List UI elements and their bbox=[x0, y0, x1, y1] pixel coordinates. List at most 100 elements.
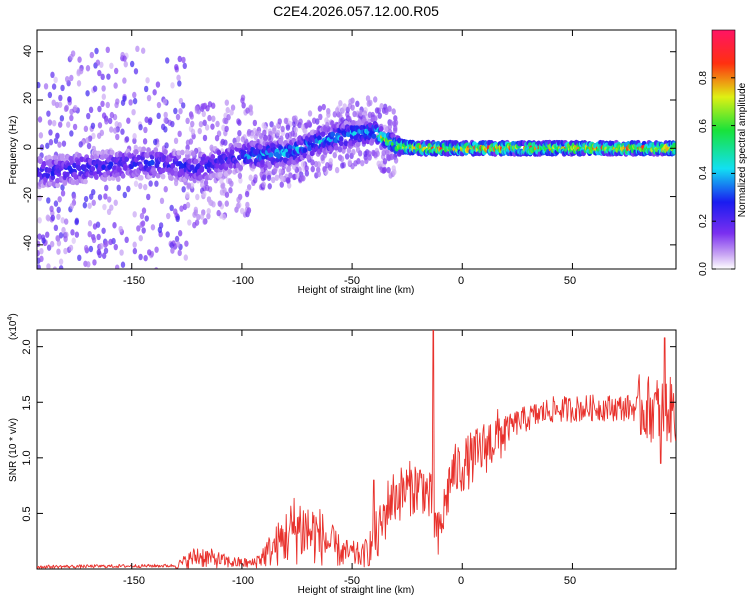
heatmap-cell bbox=[82, 202, 88, 209]
heatmap-cell bbox=[189, 113, 194, 120]
heatmap-cell bbox=[175, 215, 180, 223]
heatmap-cell bbox=[169, 204, 174, 212]
heatmap-cell bbox=[156, 101, 162, 109]
heatmap-cell bbox=[190, 151, 196, 157]
heatmap-cell bbox=[391, 108, 396, 115]
heatmap-cell bbox=[45, 231, 50, 238]
heatmap-cell bbox=[37, 167, 40, 173]
heatmap-cell bbox=[106, 170, 111, 176]
heatmap-cell bbox=[385, 153, 391, 161]
heatmap-cell bbox=[77, 165, 82, 172]
heatmap-cell bbox=[267, 183, 272, 190]
heatmap-cell bbox=[246, 130, 252, 137]
heatmap-cell bbox=[95, 273, 99, 279]
heatmap-cell bbox=[101, 164, 107, 171]
heatmap-cell bbox=[133, 149, 139, 155]
heatmap-cell bbox=[220, 138, 225, 146]
heatmap-cell bbox=[58, 94, 63, 102]
heatmap-cell bbox=[346, 147, 352, 154]
heatmap-cell bbox=[260, 159, 265, 165]
heatmap-cell bbox=[93, 174, 99, 180]
heatmap-cell bbox=[76, 69, 81, 77]
heatmap-cell bbox=[237, 119, 242, 126]
heatmap-cell bbox=[146, 193, 151, 201]
heatmap-cells bbox=[37, 45, 676, 279]
spectrogram-xtick-label: 50 bbox=[564, 275, 576, 287]
heatmap-cell bbox=[53, 200, 59, 207]
heatmap-cell bbox=[350, 104, 355, 111]
heatmap-cell bbox=[216, 209, 221, 217]
heatmap-cell bbox=[210, 154, 216, 160]
heatmap-cell bbox=[160, 123, 166, 131]
heatmap-cell bbox=[88, 245, 94, 253]
heatmap-cell bbox=[156, 112, 161, 120]
heatmap-cell bbox=[183, 254, 188, 261]
heatmap-cell bbox=[91, 236, 97, 244]
heatmap-cell bbox=[180, 163, 185, 169]
heatmap-cell bbox=[379, 103, 384, 110]
heatmap-cell bbox=[69, 74, 74, 82]
heatmap-cell bbox=[316, 170, 322, 178]
heatmap-cell bbox=[388, 172, 393, 179]
heatmap-cell bbox=[170, 120, 175, 128]
heatmap-cell bbox=[56, 213, 61, 220]
heatmap-cell bbox=[73, 104, 78, 112]
heatmap-cell bbox=[214, 134, 220, 142]
heatmap-cell bbox=[285, 165, 291, 173]
heatmap-cell bbox=[224, 99, 230, 106]
heatmap-cell bbox=[304, 165, 309, 172]
heatmap-cell bbox=[202, 190, 207, 198]
heatmap-cell bbox=[261, 122, 266, 129]
heatmap-cell bbox=[274, 174, 279, 181]
heatmap-cell bbox=[136, 225, 141, 232]
svg-text:(x104): (x104) bbox=[7, 313, 19, 340]
heatmap-cell bbox=[112, 127, 118, 134]
heatmap-cell bbox=[245, 107, 250, 114]
heatmap-cell bbox=[46, 263, 51, 269]
heatmap-cell bbox=[123, 61, 128, 68]
heatmap-cell bbox=[113, 67, 119, 75]
heatmap-cell bbox=[673, 148, 676, 154]
heatmap-cell bbox=[155, 172, 161, 179]
heatmap-cell bbox=[145, 77, 150, 84]
heatmap-cell bbox=[338, 136, 344, 142]
heatmap-cell bbox=[58, 265, 64, 269]
heatmap-cell bbox=[202, 134, 208, 142]
heatmap-cell bbox=[132, 241, 137, 248]
heatmap-cell bbox=[38, 158, 44, 165]
heatmap-cell bbox=[154, 246, 159, 253]
heatmap-cell bbox=[367, 111, 373, 119]
heatmap-cell bbox=[52, 266, 58, 269]
heatmap-cell bbox=[315, 118, 320, 125]
snr-scale-exponent: 4 bbox=[7, 317, 14, 321]
heatmap-cell bbox=[175, 113, 181, 121]
heatmap-cell bbox=[189, 182, 195, 189]
heatmap-cell bbox=[138, 175, 144, 181]
heatmap-cell bbox=[143, 85, 149, 93]
heatmap-cell bbox=[316, 161, 321, 168]
heatmap-cell bbox=[106, 208, 112, 216]
heatmap-cell bbox=[226, 114, 231, 121]
heatmap-cell bbox=[225, 106, 230, 114]
heatmap-cell bbox=[91, 199, 96, 206]
heatmap-cell bbox=[252, 119, 258, 127]
heatmap-cell bbox=[152, 170, 157, 177]
heatmap-cell bbox=[252, 127, 257, 135]
heatmap-cell bbox=[346, 131, 351, 138]
spectrogram-ytick-label: 20 bbox=[22, 92, 34, 104]
heatmap-cell bbox=[160, 173, 166, 180]
heatmap-cell bbox=[269, 121, 274, 128]
heatmap-cell bbox=[245, 201, 250, 209]
heatmap-cell bbox=[238, 164, 243, 171]
heatmap-cell bbox=[177, 249, 182, 257]
heatmap-cell bbox=[206, 208, 211, 215]
heatmap-cell bbox=[79, 156, 85, 162]
heatmap-cell bbox=[97, 160, 103, 166]
heatmap-cell bbox=[73, 174, 79, 180]
heatmap-cell bbox=[175, 241, 181, 248]
heatmap-cell bbox=[99, 61, 104, 68]
heatmap-cell bbox=[285, 132, 290, 140]
heatmap-cell bbox=[46, 167, 52, 173]
heatmap-cell bbox=[287, 148, 293, 155]
heatmap-cell bbox=[63, 105, 69, 113]
